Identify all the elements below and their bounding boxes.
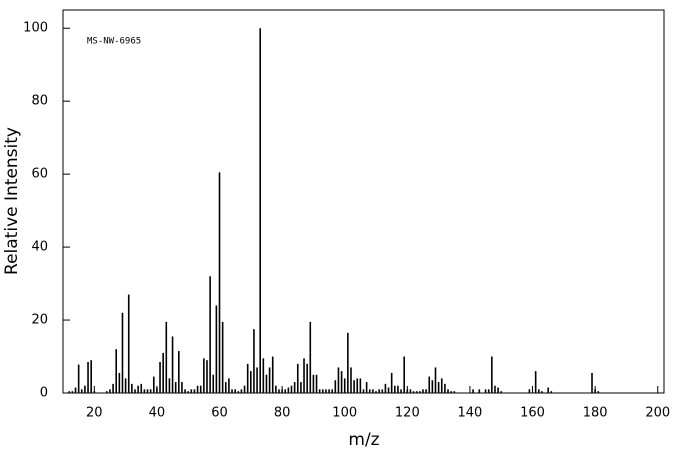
y-tick-label: 0 xyxy=(40,386,48,401)
x-tick-label: 60 xyxy=(211,406,228,421)
x-tick-label: 180 xyxy=(583,406,608,421)
annotation: MS-NW-6965 xyxy=(87,37,141,47)
y-tick-label: 40 xyxy=(31,240,48,255)
x-tick-label: 20 xyxy=(86,406,103,421)
x-tick-label: 140 xyxy=(458,406,483,421)
y-tick-label: 20 xyxy=(31,313,48,328)
y-axis-label: Relative Intensity xyxy=(2,127,22,275)
x-tick-label: 100 xyxy=(332,406,357,421)
x-tick-label: 80 xyxy=(274,406,291,421)
plot-frame xyxy=(62,9,665,394)
x-axis-label: m/z xyxy=(348,430,379,450)
y-tick-label: 80 xyxy=(31,94,48,109)
x-tick-label: 160 xyxy=(520,406,545,421)
x-tick-label: 200 xyxy=(645,406,670,421)
x-tick-label: 40 xyxy=(149,406,166,421)
x-tick-label: 120 xyxy=(395,406,420,421)
y-tick-label: 60 xyxy=(31,167,48,182)
y-tick-label: 100 xyxy=(23,21,48,36)
